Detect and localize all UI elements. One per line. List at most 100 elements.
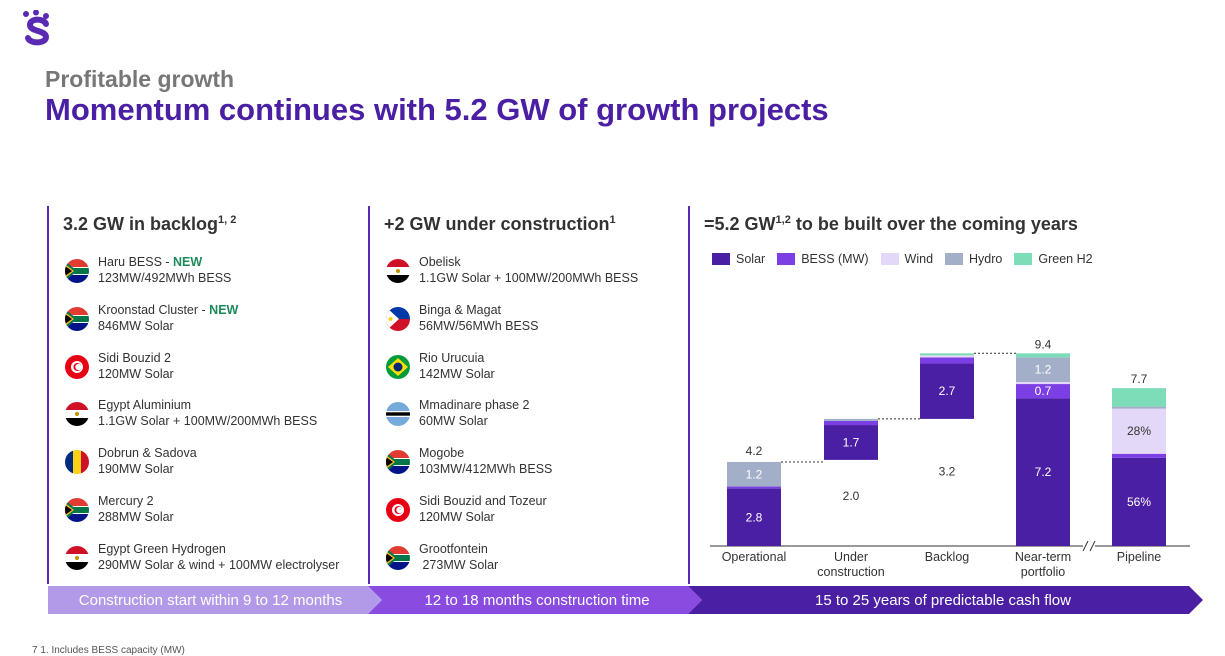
- x-tick-label: construction: [817, 565, 884, 579]
- bar-total-label: 4.2: [746, 444, 763, 458]
- project-name-text: Rio Urucuia: [419, 350, 485, 365]
- project-name: Mmadinare phase 2: [419, 397, 529, 413]
- project-name: Egypt Green Hydrogen: [98, 541, 339, 557]
- egypt-flag-icon: [65, 545, 89, 570]
- legend-swatch: [945, 253, 964, 265]
- tunisia-flag-icon: [65, 354, 89, 379]
- section-kicker: Profitable growth: [45, 66, 235, 92]
- project-name-text: Obelisk: [419, 255, 461, 269]
- project-detail: 190MW Solar: [98, 462, 174, 477]
- south-africa-flag-icon: [65, 497, 89, 522]
- tunisia-flag-icon: [386, 497, 410, 522]
- new-badge: NEW: [209, 302, 239, 317]
- project-name-text: Sidi Bouzid and Tozeur: [419, 493, 547, 508]
- legend-label: Solar: [736, 252, 766, 266]
- axis-break-mark: [1082, 540, 1089, 552]
- bar-segment: [1016, 382, 1070, 385]
- timeline-segment-3: [688, 586, 1203, 614]
- bar-segment: [1112, 453, 1166, 458]
- project-detail: 288MW Solar: [98, 509, 174, 524]
- segment-value-label: 1.7: [843, 435, 860, 449]
- project-name-text: Mercury 2: [98, 493, 154, 508]
- timeline-shapes: [48, 586, 1203, 614]
- x-tick-label: Near-term: [1015, 550, 1071, 564]
- project-name-text: Egypt Aluminium: [98, 398, 192, 413]
- legend-label: BESS (MW): [801, 252, 869, 266]
- segment-value-label: 28%: [1127, 424, 1151, 438]
- project-detail: 120MW Solar: [98, 366, 174, 381]
- bar-segment: [1016, 357, 1070, 382]
- egypt-flag-icon: [65, 402, 89, 427]
- project-detail: 142MW Solar: [419, 366, 495, 381]
- construction-column: +2 GW under construction1 Obelisk 1.1GW S…: [368, 206, 688, 584]
- timeline-bar: Construction start within 9 to 12 months…: [48, 586, 1203, 614]
- segment-value-label: 2.7: [939, 384, 956, 398]
- philippines-flag-icon: [386, 306, 410, 331]
- bar-segment: [727, 488, 781, 546]
- botswana-flag-icon: [386, 402, 410, 427]
- construction-heading: +2 GW under construction1: [384, 214, 616, 234]
- project-name-text: Egypt Green Hydrogen: [98, 541, 226, 556]
- egypt-flag-icon: [386, 259, 410, 283]
- south-africa-flag-icon: [65, 259, 89, 283]
- x-tick-label: portfolio: [1021, 565, 1066, 579]
- bar-segment: [920, 355, 974, 358]
- bar-segment: [1112, 457, 1166, 546]
- bar-segment: [1112, 408, 1166, 454]
- segment-value-label: 1.2: [1035, 363, 1052, 377]
- timeline-label-2: 12 to 18 months construction time: [424, 591, 650, 609]
- bar-segment: [1016, 384, 1070, 399]
- legend-item: Wind: [880, 252, 933, 266]
- legend-swatch: [712, 253, 730, 265]
- bar-segment: [920, 357, 974, 364]
- bar-segment: [920, 353, 974, 356]
- x-tick-label: Operational: [722, 550, 787, 564]
- project-name-text: Kroonstad Cluster: [98, 302, 199, 317]
- chart-legend: Solar BESS (MW) Wind Hydro Green H2: [712, 252, 1093, 266]
- backlog-column: 3.2 GW in backlog1, 2 Haru BESS - NEW 123…: [47, 206, 367, 584]
- project-detail: 290MW Solar & wind + 100MW electrolyser: [98, 557, 340, 572]
- company-logo: [23, 10, 50, 46]
- project-name: Grootfontein: [419, 541, 498, 557]
- axis-break-mark: [1089, 540, 1096, 552]
- romania-flag-icon: [65, 450, 89, 475]
- bar-segment: [920, 363, 974, 419]
- project-name: Haru BESS - NEW: [98, 255, 203, 269]
- segment-value-label: 56%: [1127, 495, 1151, 509]
- timeline-segment-2: [368, 586, 702, 614]
- south-africa-flag-icon: [386, 450, 410, 475]
- project-name: Sidi Bouzid 2: [98, 350, 174, 366]
- page-title: Momentum continues with 5.2 GW of growth…: [45, 92, 829, 127]
- timeline-segment-1: [48, 586, 382, 614]
- project-name-text: Binga & Magat: [419, 302, 501, 317]
- chart-heading: =5.2 GW1,2 to be built over the coming y…: [704, 214, 1078, 234]
- legend-label: Green H2: [1038, 252, 1093, 266]
- project-name-text: Sidi Bouzid 2: [98, 350, 171, 365]
- new-badge: NEW: [173, 255, 203, 269]
- project-name-text: Grootfontein: [419, 541, 488, 556]
- project-detail: 846MW Solar: [98, 318, 174, 333]
- brazil-flag-icon: [386, 354, 410, 379]
- bar-segment: [824, 418, 878, 421]
- project-detail: 123MW/492MWh BESS: [98, 271, 232, 285]
- project-name: Mogobe: [419, 445, 552, 461]
- bar-total-label: 7.7: [1131, 372, 1148, 386]
- project-name-text: Mogobe: [419, 446, 465, 461]
- bar-segment: [1016, 398, 1070, 546]
- legend-swatch: [1014, 253, 1033, 265]
- legend-item: Green H2: [1014, 252, 1093, 266]
- legend-item: Hydro: [945, 252, 1002, 266]
- legend-item: Solar: [712, 252, 765, 266]
- x-tick-label: Under: [834, 550, 868, 564]
- bar-total-label: 2.0: [843, 489, 860, 503]
- x-tick-label: Backlog: [925, 550, 970, 564]
- bar-segment: [824, 425, 878, 460]
- chart-column: =5.2 GW1,2 to be built over the coming y…: [688, 206, 1210, 584]
- project-detail: 60MW Solar: [419, 414, 488, 429]
- project-name: Mercury 2: [98, 493, 174, 509]
- bar-segment: [824, 420, 878, 426]
- bar-total-label: 3.2: [939, 464, 956, 478]
- legend-label: Hydro: [969, 252, 1003, 266]
- segment-value-label: 2.8: [746, 510, 763, 524]
- timeline-label-3: 15 to 25 years of predictable cash flow: [815, 591, 1071, 609]
